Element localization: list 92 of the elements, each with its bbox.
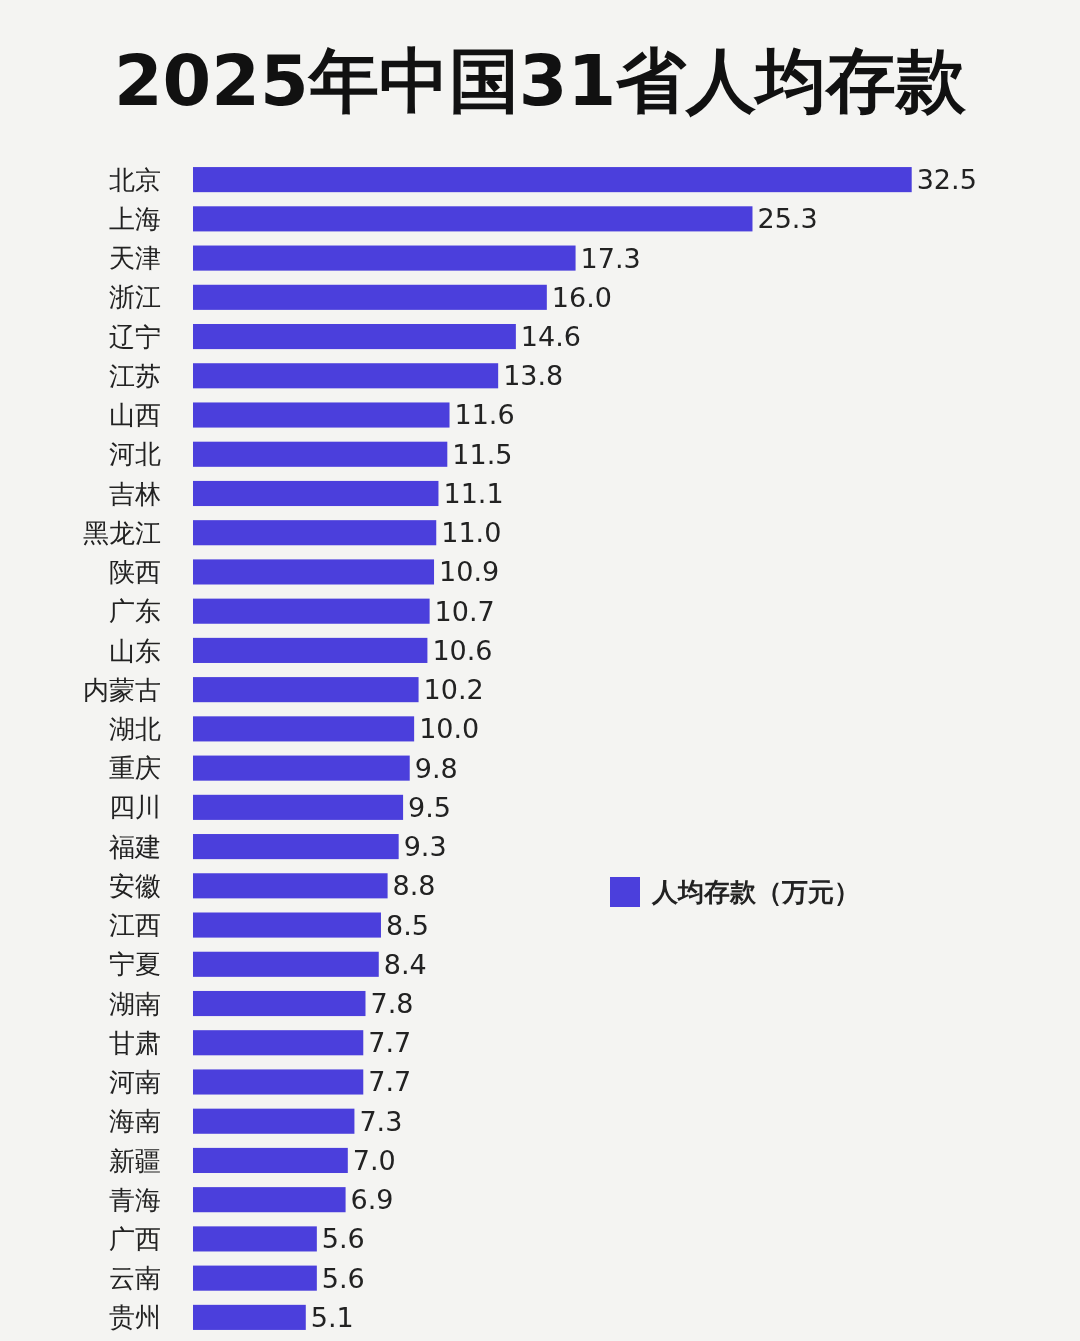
y-tick-label: 河南 bbox=[109, 1067, 161, 1098]
y-tick-label: 青海 bbox=[109, 1184, 161, 1215]
legend-label: 人均存款（万元） bbox=[651, 877, 860, 908]
data-label: 5.6 bbox=[321, 1223, 365, 1255]
data-label: 6.9 bbox=[350, 1184, 394, 1216]
y-tick-label: 海南 bbox=[109, 1106, 161, 1137]
bar bbox=[193, 363, 499, 389]
y-tick-label: 重庆 bbox=[109, 753, 161, 784]
data-label: 7.0 bbox=[352, 1144, 396, 1176]
y-tick-label: 江苏 bbox=[109, 360, 161, 391]
bar bbox=[193, 598, 430, 624]
bar bbox=[193, 480, 439, 507]
data-label: 11.6 bbox=[454, 399, 515, 431]
data-label: 7.3 bbox=[359, 1105, 403, 1137]
data-label: 8.5 bbox=[385, 909, 429, 941]
bar bbox=[193, 1187, 346, 1213]
bar bbox=[193, 1265, 317, 1291]
bar bbox=[193, 559, 435, 585]
bar bbox=[193, 245, 576, 271]
data-label: 8.8 bbox=[392, 870, 436, 902]
bar bbox=[193, 402, 450, 428]
data-label: 14.6 bbox=[520, 321, 581, 352]
data-label: 7.7 bbox=[368, 1027, 412, 1059]
bar bbox=[193, 1226, 317, 1252]
bar bbox=[193, 755, 410, 781]
data-label: 10.2 bbox=[423, 674, 484, 706]
y-tick-label: 内蒙古 bbox=[83, 674, 161, 705]
y-tick-label: 湖北 bbox=[109, 713, 161, 744]
y-tick-label: 云南 bbox=[109, 1263, 161, 1294]
bar bbox=[193, 167, 912, 193]
y-tick-label: 贵州 bbox=[109, 1302, 161, 1333]
bar bbox=[193, 1108, 355, 1134]
bar bbox=[193, 834, 399, 860]
data-label: 16.0 bbox=[551, 281, 612, 313]
bar bbox=[193, 284, 547, 310]
data-label: 17.3 bbox=[580, 242, 641, 274]
y-tick-label: 福建 bbox=[109, 831, 161, 862]
bar bbox=[193, 324, 516, 350]
y-tick-label: 湖南 bbox=[109, 988, 161, 1019]
y-tick-label: 四川 bbox=[109, 792, 161, 823]
data-label: 7.7 bbox=[368, 1066, 412, 1098]
y-tick-label: 广西 bbox=[109, 1224, 161, 1255]
y-tick-label: 宁夏 bbox=[109, 949, 161, 980]
bar bbox=[193, 677, 419, 703]
data-label: 10.0 bbox=[419, 713, 480, 745]
bar bbox=[193, 794, 404, 820]
y-tick-label: 北京 bbox=[109, 164, 161, 195]
data-label: 11.5 bbox=[452, 438, 513, 470]
chart-title: 2025年中国31省人均存款 bbox=[113, 40, 968, 122]
data-label: 11.0 bbox=[441, 517, 502, 549]
bar bbox=[193, 873, 388, 899]
data-label: 10.7 bbox=[434, 595, 495, 627]
data-label: 9.3 bbox=[403, 831, 447, 863]
y-tick-label: 吉林 bbox=[109, 478, 161, 509]
data-label: 10.9 bbox=[439, 556, 500, 588]
y-tick-label: 天津 bbox=[109, 243, 161, 274]
data-label: 9.5 bbox=[408, 791, 452, 823]
data-label: 9.8 bbox=[414, 752, 458, 784]
data-label: 13.8 bbox=[503, 360, 564, 392]
data-label: 8.4 bbox=[383, 948, 427, 980]
y-tick-label: 河北 bbox=[109, 439, 161, 470]
bar bbox=[193, 206, 753, 232]
y-tick-label: 新疆 bbox=[109, 1145, 161, 1176]
bar bbox=[193, 1030, 364, 1056]
data-label: 25.3 bbox=[757, 203, 818, 235]
bar bbox=[193, 716, 415, 742]
bar bbox=[193, 1304, 306, 1330]
y-tick-label: 上海 bbox=[109, 203, 161, 234]
y-tick-label: 黑龙江 bbox=[83, 517, 161, 548]
y-tick-label: 甘肃 bbox=[109, 1027, 161, 1058]
data-label: 32.5 bbox=[916, 164, 977, 196]
y-tick-label: 广东 bbox=[109, 596, 161, 627]
bar bbox=[193, 637, 428, 663]
y-tick-label: 陕西 bbox=[109, 557, 161, 588]
data-label: 10.6 bbox=[432, 634, 493, 666]
y-tick-label: 山东 bbox=[109, 635, 161, 666]
y-tick-label: 浙江 bbox=[109, 282, 161, 313]
bar bbox=[193, 951, 379, 977]
bar bbox=[193, 912, 381, 938]
data-label: 7.8 bbox=[370, 987, 414, 1019]
data-label: 11.1 bbox=[443, 477, 504, 509]
bar bbox=[193, 990, 366, 1017]
bar bbox=[193, 1147, 348, 1174]
y-tick-label: 江西 bbox=[109, 910, 161, 941]
bar bbox=[193, 1069, 364, 1095]
y-tick-label: 山西 bbox=[109, 400, 161, 431]
bar bbox=[193, 441, 448, 467]
data-label: 5.6 bbox=[321, 1262, 365, 1294]
y-tick-label: 安徽 bbox=[109, 870, 161, 901]
data-label: 5.1 bbox=[310, 1301, 354, 1333]
bar bbox=[193, 520, 437, 546]
y-tick-label: 辽宁 bbox=[109, 321, 161, 352]
